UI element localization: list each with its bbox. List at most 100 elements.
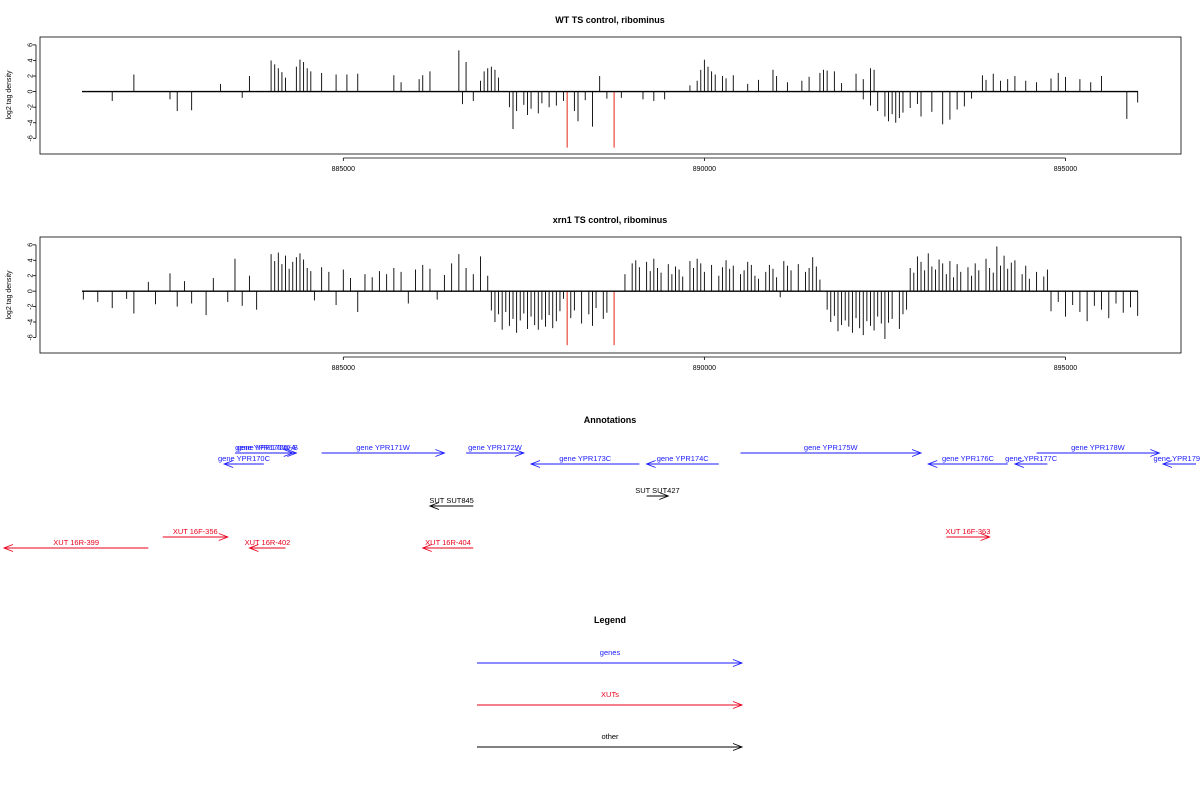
annotation-feature: gene YPR171W: [321, 443, 446, 457]
y-tick-label: -6: [27, 135, 34, 141]
y-tick-label: -4: [27, 120, 34, 126]
annotation-feature: SUT SUT427: [635, 486, 680, 500]
xrn1-track-panel: xrn1 TS control, ribominus log2 tag dens…: [6, 215, 1182, 372]
annotation-arrowhead: [659, 492, 670, 500]
y-tick-label: 2: [27, 274, 34, 278]
x-tick-label: 890000: [693, 365, 716, 372]
xrn1-x-axis: 885000 890000 895000: [332, 356, 1077, 372]
annotation-label: gene YPR178W: [1071, 443, 1126, 452]
wt-track-panel: WT TS control, ribominus log2 tag densit…: [6, 15, 1182, 173]
annotation-feature: gene YPR178W: [1036, 443, 1161, 457]
annotation-label: gene YPR170W-A: [235, 443, 296, 452]
annotation-label: gene YPR175W: [804, 443, 859, 452]
y-tick-label: 2: [27, 74, 34, 78]
legend-arrowhead: [732, 659, 744, 667]
annotation-feature: XUT 16F-356: [162, 527, 230, 541]
annotation-arrowhead: [645, 460, 656, 468]
annotation-feature: gene YPR172W: [466, 443, 526, 457]
annotation-arrowhead: [1161, 460, 1173, 468]
xrn1-y-axis-label: log2 tag density: [6, 270, 13, 320]
annotation-label: SUT SUT845: [429, 496, 473, 505]
annotation-label: gene YPR179C: [1153, 454, 1200, 463]
annotation-label: XUT 16R-399: [53, 538, 99, 547]
legend-label: XUTs: [601, 690, 619, 699]
annotation-arrowhead: [529, 460, 541, 468]
y-tick-label: -2: [27, 104, 34, 110]
annotation-label: XUT 16R-404: [425, 538, 471, 547]
annotation-label: SUT SUT427: [635, 486, 679, 495]
annotation-arrowhead: [283, 449, 294, 457]
annotation-feature: XUT 16F-363: [946, 527, 991, 541]
xrn1-y-axis: -6 -4 -2 0 2 4 6: [27, 243, 37, 341]
annotation-arrowhead: [2, 544, 14, 552]
wt-track-title: WT TS control, ribominus: [555, 15, 665, 25]
annotations-title: Annotations: [584, 415, 637, 425]
x-tick-label: 895000: [1054, 166, 1077, 173]
annotation-arrowhead: [435, 449, 446, 457]
xrn1-track-title: xrn1 TS control, ribominus: [553, 215, 668, 225]
annotation-label: gene YPR170W-B: [237, 443, 298, 452]
xrn1-plot-frame: [39, 236, 1182, 354]
annotation-label: gene YPR173C: [559, 454, 612, 463]
x-tick-label: 885000: [332, 166, 355, 173]
annotation-label: XUT 16R-402: [245, 538, 291, 547]
annotation-feature: XUT 16R-404: [421, 538, 474, 552]
legend-item: other: [477, 732, 744, 751]
annotation-feature: gene YPR170C: [218, 454, 271, 468]
annotation-feature: gene YPR174C: [645, 454, 719, 468]
legend-arrowhead: [732, 743, 744, 751]
x-tick-label: 890000: [693, 166, 716, 173]
wt-bars: [111, 50, 1139, 148]
annotation-arrowhead: [980, 533, 991, 541]
y-tick-label: 0: [27, 90, 34, 94]
xrn1-bars: [82, 246, 1139, 346]
annotation-feature: gene YPR176C: [927, 454, 1008, 468]
x-tick-label: 885000: [332, 365, 355, 372]
annotation-arrowhead: [927, 460, 938, 468]
annotation-arrowhead: [287, 449, 298, 457]
annotation-label: XUT 16F-356: [173, 527, 218, 536]
annotation-arrowhead: [1150, 449, 1161, 457]
y-tick-label: -6: [27, 334, 34, 340]
annotation-feature: gene YPR175W: [740, 443, 923, 457]
annotation-label: gene YPR171W: [356, 443, 411, 452]
legend-arrowhead: [732, 701, 744, 709]
legend-label: genes: [600, 648, 621, 657]
annotation-feature: gene YPR173C: [529, 454, 640, 468]
annotation-arrowhead: [1013, 460, 1025, 468]
y-tick-label: 0: [27, 289, 34, 293]
y-tick-label: 6: [27, 243, 34, 247]
wt-x-axis: 885000 890000 895000: [332, 157, 1077, 173]
y-tick-label: -4: [27, 319, 34, 325]
annotation-feature: SUT SUT845: [428, 496, 474, 510]
annotation-label: gene YPR174C: [657, 454, 710, 463]
annotation-feature: gene YPR177C: [1005, 454, 1058, 468]
annotation-label: gene YPR177C: [1005, 454, 1058, 463]
annotation-arrowhead: [222, 460, 234, 468]
legend-items: genes XUTs other: [477, 648, 744, 751]
y-tick-label: -2: [27, 303, 34, 309]
y-tick-label: 6: [27, 43, 34, 47]
legend-item: genes: [477, 648, 744, 667]
annotation-label: gene YPR170C: [218, 454, 271, 463]
legend-panel: Legend genes XUTs other: [477, 615, 744, 751]
annotation-feature: XUT 16R-402: [245, 538, 291, 552]
annotation-label: XUT 16F-363: [946, 527, 991, 536]
annotation-arrowhead: [421, 544, 432, 552]
annotation-arrowhead: [514, 449, 526, 457]
annotation-arrowhead: [218, 533, 230, 541]
annotation-feature: gene YPR170W-B: [237, 443, 298, 457]
annotation-label: gene YPR172W: [468, 443, 523, 452]
annotation-arrowhead: [428, 502, 440, 510]
annotation-arrowhead: [911, 449, 923, 457]
legend-item: XUTs: [477, 690, 744, 709]
annotation-arrowhead: [248, 544, 259, 552]
x-tick-label: 895000: [1054, 365, 1077, 372]
annotation-feature: gene YPR179C: [1153, 454, 1200, 468]
annotation-label: gene YPR176C: [942, 454, 995, 463]
wt-y-axis: -6 -4 -2 0 2 4 6: [27, 43, 37, 141]
legend-title: Legend: [594, 615, 626, 625]
